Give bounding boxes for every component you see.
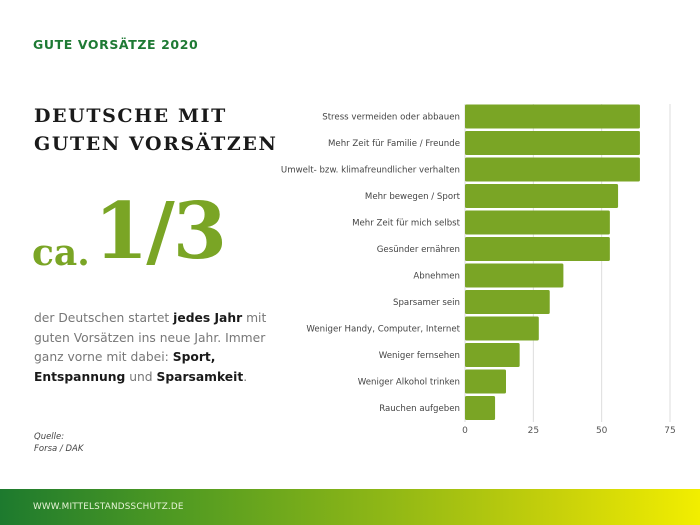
body-bold-1: jedes Jahr [173, 311, 243, 325]
headline: DEUTSCHE MIT GUTEN VORSÄTZEN [34, 102, 277, 158]
body-bold-2: Sport, Entspannung [34, 350, 216, 384]
grid-lines [464, 104, 671, 422]
stat-prefix: ca. [32, 232, 90, 274]
category-label: Weniger Handy, Computer, Internet [306, 325, 460, 335]
category-label: Weniger fernsehen [379, 351, 460, 361]
bar [465, 263, 564, 288]
bars [465, 104, 640, 420]
x-tick-label: 50 [596, 426, 608, 436]
category-label: Abnehmen [413, 272, 460, 282]
source: Quelle: Forsa / DAK [34, 432, 83, 455]
category-label: Stress vermeiden oder abbauen [322, 113, 460, 123]
bar [465, 290, 550, 314]
source-value: Forsa / DAK [34, 443, 84, 454]
category-label: Mehr bewegen / Sport [365, 192, 461, 202]
bar [465, 157, 640, 182]
stat-value: 1/3 [94, 186, 227, 277]
body-text-3: und [125, 369, 157, 384]
body-bold-3: Sparsamkeit [156, 369, 244, 384]
footer-url[interactable]: WWW.MITTELSTANDSSCHUTZ.DE [33, 502, 184, 512]
category-label: Sparsamer sein [393, 298, 460, 308]
bar [465, 396, 496, 420]
category-label: Gesünder ernähren [377, 245, 460, 255]
bar [465, 210, 610, 235]
bar [465, 131, 640, 155]
source-label: Quelle: [34, 432, 65, 442]
category-label: Rauchen aufgeben [379, 404, 460, 414]
bar [465, 184, 619, 208]
bar [465, 343, 520, 367]
x-tick-label: 0 [462, 426, 468, 436]
x-tick-labels: 0 25 50 75 [462, 426, 676, 436]
footer-bar: WWW.MITTELSTANDSSCHUTZ.DE [0, 489, 700, 525]
category-labels: Stress vermeiden oder abbauen Mehr Zeit f… [281, 113, 461, 415]
body-text-1: der Deutschen startet [34, 311, 174, 325]
bar [465, 369, 506, 394]
category-label: Mehr Zeit für Familie / Freunde [328, 139, 460, 149]
x-tick-label: 25 [528, 426, 539, 436]
headline-line-2: GUTEN VORSÄTZEN [34, 133, 278, 155]
category-label: Umwelt- bzw. klimafreundlicher verhalten [281, 166, 460, 176]
bar [465, 237, 610, 261]
bar-chart: Stress vermeiden oder abbauen Mehr Zeit f… [281, 104, 676, 436]
body-text-2: mit guten Vorsätzen ins neue Jahr. Immer… [34, 311, 267, 364]
category-label: Mehr Zeit für mich selbst [352, 219, 461, 229]
kicker-title: GUTE VORSÄTZE 2020 [33, 37, 199, 52]
x-tick-label: 75 [664, 426, 675, 436]
category-label: Weniger Alkohol trinken [358, 378, 460, 388]
bar [465, 104, 640, 129]
body-text: der Deutschen startet jedes Jahr mit gut… [34, 309, 279, 387]
headline-line-1: DEUTSCHE MIT [34, 105, 227, 127]
body-text-4: . [243, 369, 248, 384]
bar [465, 316, 539, 341]
